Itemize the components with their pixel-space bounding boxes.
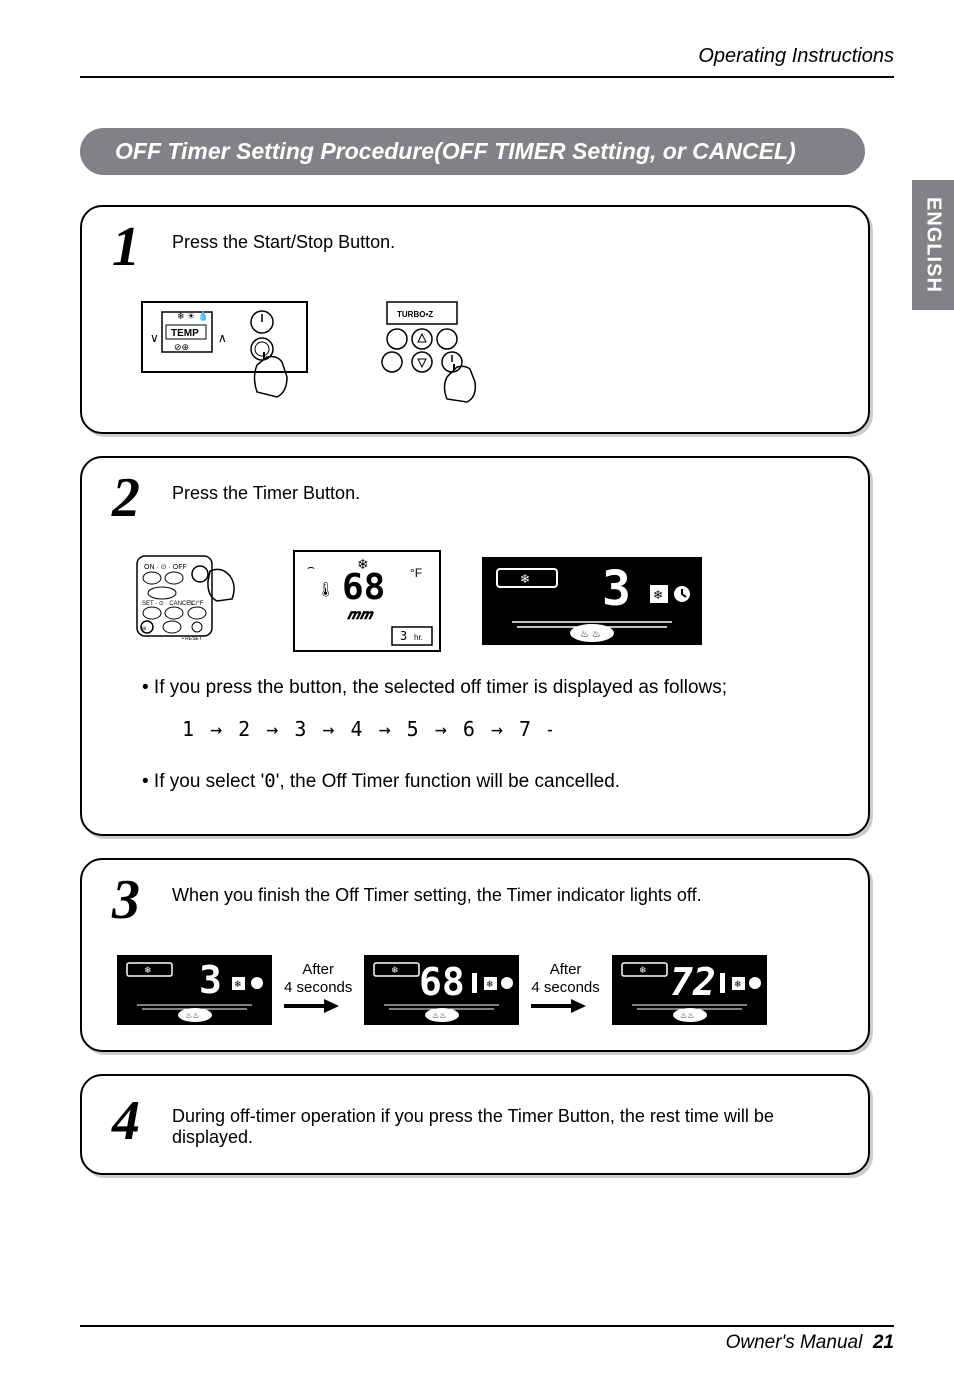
svg-text:♨ ♨: ♨ ♨ bbox=[580, 629, 601, 640]
flow-display-3: ❄ 72 ❄ ♨♨ bbox=[612, 955, 767, 1025]
lcd-temp-value: 68 bbox=[342, 567, 385, 608]
svg-text:❄: ❄ bbox=[391, 965, 399, 975]
svg-text:♨♨: ♨♨ bbox=[432, 1011, 446, 1020]
svg-text:TURBO•Z: TURBO•Z bbox=[397, 310, 433, 319]
svg-text:❄: ❄ bbox=[520, 572, 530, 586]
svg-text:❄ ☀ 💧: ❄ ☀ 💧 bbox=[177, 310, 209, 321]
svg-text:♨♨: ♨♨ bbox=[680, 1011, 694, 1020]
step-3-text: When you finish the Off Timer setting, t… bbox=[172, 880, 702, 906]
svg-text:3: 3 bbox=[400, 629, 407, 643]
step-2-bullet-2: • If you select '0', the Off Timer funct… bbox=[142, 767, 838, 797]
step-2-bullet-1: • If you press the button, the selected … bbox=[142, 674, 838, 703]
digit-sequence: 1 → 2 → 3 → 4 → 5 → 6 → 7 → 0 bbox=[182, 714, 838, 749]
language-tab: ENGLISH bbox=[912, 180, 954, 310]
svg-text:• RESET: • RESET bbox=[182, 636, 202, 642]
arrow-icon bbox=[284, 997, 339, 1015]
svg-text:🌡: 🌡 bbox=[317, 581, 335, 597]
svg-text:3: 3 bbox=[199, 958, 222, 1002]
footer-owners-label: Owner's Manual bbox=[726, 1332, 863, 1353]
header-rule bbox=[80, 76, 894, 78]
section-title: OFF Timer Setting Procedure(OFF TIMER Se… bbox=[80, 128, 865, 175]
svg-text:⊘⊕: ⊘⊕ bbox=[174, 342, 189, 352]
svg-text:hr.: hr. bbox=[414, 633, 423, 642]
dark-display-value: 3 bbox=[602, 561, 631, 617]
step-4-box: 4 During off-timer operation if you pres… bbox=[80, 1074, 870, 1175]
footer-page-number: 21 bbox=[873, 1332, 894, 1353]
svg-text:∧: ∧ bbox=[218, 331, 227, 345]
svg-text:TEMP: TEMP bbox=[171, 328, 199, 339]
svg-text:❄: ❄ bbox=[144, 965, 152, 975]
after-label-1: After4 seconds bbox=[284, 961, 352, 1020]
svg-text:⊞: ⊞ bbox=[142, 626, 146, 632]
svg-text:𝒎𝒎: 𝒎𝒎 bbox=[347, 606, 375, 622]
step-1-box: 1 Press the Start/Stop Button. ❄ ☀ 💧 TEM… bbox=[80, 205, 870, 434]
footer-rule bbox=[80, 1325, 894, 1327]
after-label-2: After4 seconds bbox=[531, 961, 599, 1020]
arrow-icon bbox=[531, 997, 586, 1015]
header-section-label: Operating Instructions bbox=[80, 45, 894, 68]
page-footer: Owner's Manual 21 bbox=[80, 1325, 894, 1354]
remote-timer-illustration: ON · ⊙ · OFF SET · ⊙ · CANCEL °C/°F ⊞ • … bbox=[132, 551, 252, 651]
svg-text:°F: °F bbox=[410, 566, 422, 580]
svg-text:68: 68 bbox=[419, 960, 465, 1004]
step-1-text: Press the Start/Stop Button. bbox=[172, 227, 395, 253]
remote-illustration: ❄ ☀ 💧 TEMP ⊘⊕ ∨ ∧ bbox=[132, 297, 317, 407]
svg-text:1 → 2 → 3 → 4 → 5 → 6 → 7 → 0: 1 → 2 → 3 → 4 → 5 → 6 → 7 → 0 bbox=[182, 717, 552, 741]
step-2-text: Press the Timer Button. bbox=[172, 478, 360, 504]
svg-text:❄: ❄ bbox=[653, 588, 663, 602]
svg-text:°C/°F: °C/°F bbox=[189, 601, 204, 607]
step-4-text: During off-timer operation if you press … bbox=[172, 1101, 838, 1148]
step-2-box: 2 Press the Timer Button. ON · ⊙ · OFF S… bbox=[80, 456, 870, 835]
dark-display-illustration: ❄ 3 ❄ ♨ ♨ bbox=[482, 557, 702, 645]
svg-text:∨: ∨ bbox=[150, 331, 159, 345]
flow-display-1: ❄ 3 ❄ ♨♨ bbox=[117, 955, 272, 1025]
svg-text:❄: ❄ bbox=[486, 979, 494, 989]
lcd-display-illustration: ⌢ ❄ 🌡 68 °F 𝒎𝒎 3 hr. bbox=[292, 549, 442, 654]
svg-text:❄: ❄ bbox=[234, 979, 242, 989]
step-1-number: 1 bbox=[112, 222, 157, 272]
step-3-box: 3 When you finish the Off Timer setting,… bbox=[80, 858, 870, 1052]
svg-text:72: 72 bbox=[670, 960, 716, 1004]
step-2-number: 2 bbox=[112, 473, 157, 523]
step-4-number: 4 bbox=[112, 1096, 157, 1146]
svg-text:❄: ❄ bbox=[734, 979, 742, 989]
svg-text:❄: ❄ bbox=[639, 965, 647, 975]
control-panel-illustration: TURBO•Z bbox=[357, 297, 507, 407]
step-3-number: 3 bbox=[112, 875, 157, 925]
svg-text:ON · ⊙ · OFF: ON · ⊙ · OFF bbox=[144, 564, 187, 571]
flow-display-2: ❄ 68 ❄ ♨♨ bbox=[364, 955, 519, 1025]
svg-text:SET · ⊙ · CANCEL: SET · ⊙ · CANCEL bbox=[142, 601, 194, 607]
svg-text:♨♨: ♨♨ bbox=[185, 1011, 199, 1020]
svg-text:⌢: ⌢ bbox=[307, 560, 315, 574]
